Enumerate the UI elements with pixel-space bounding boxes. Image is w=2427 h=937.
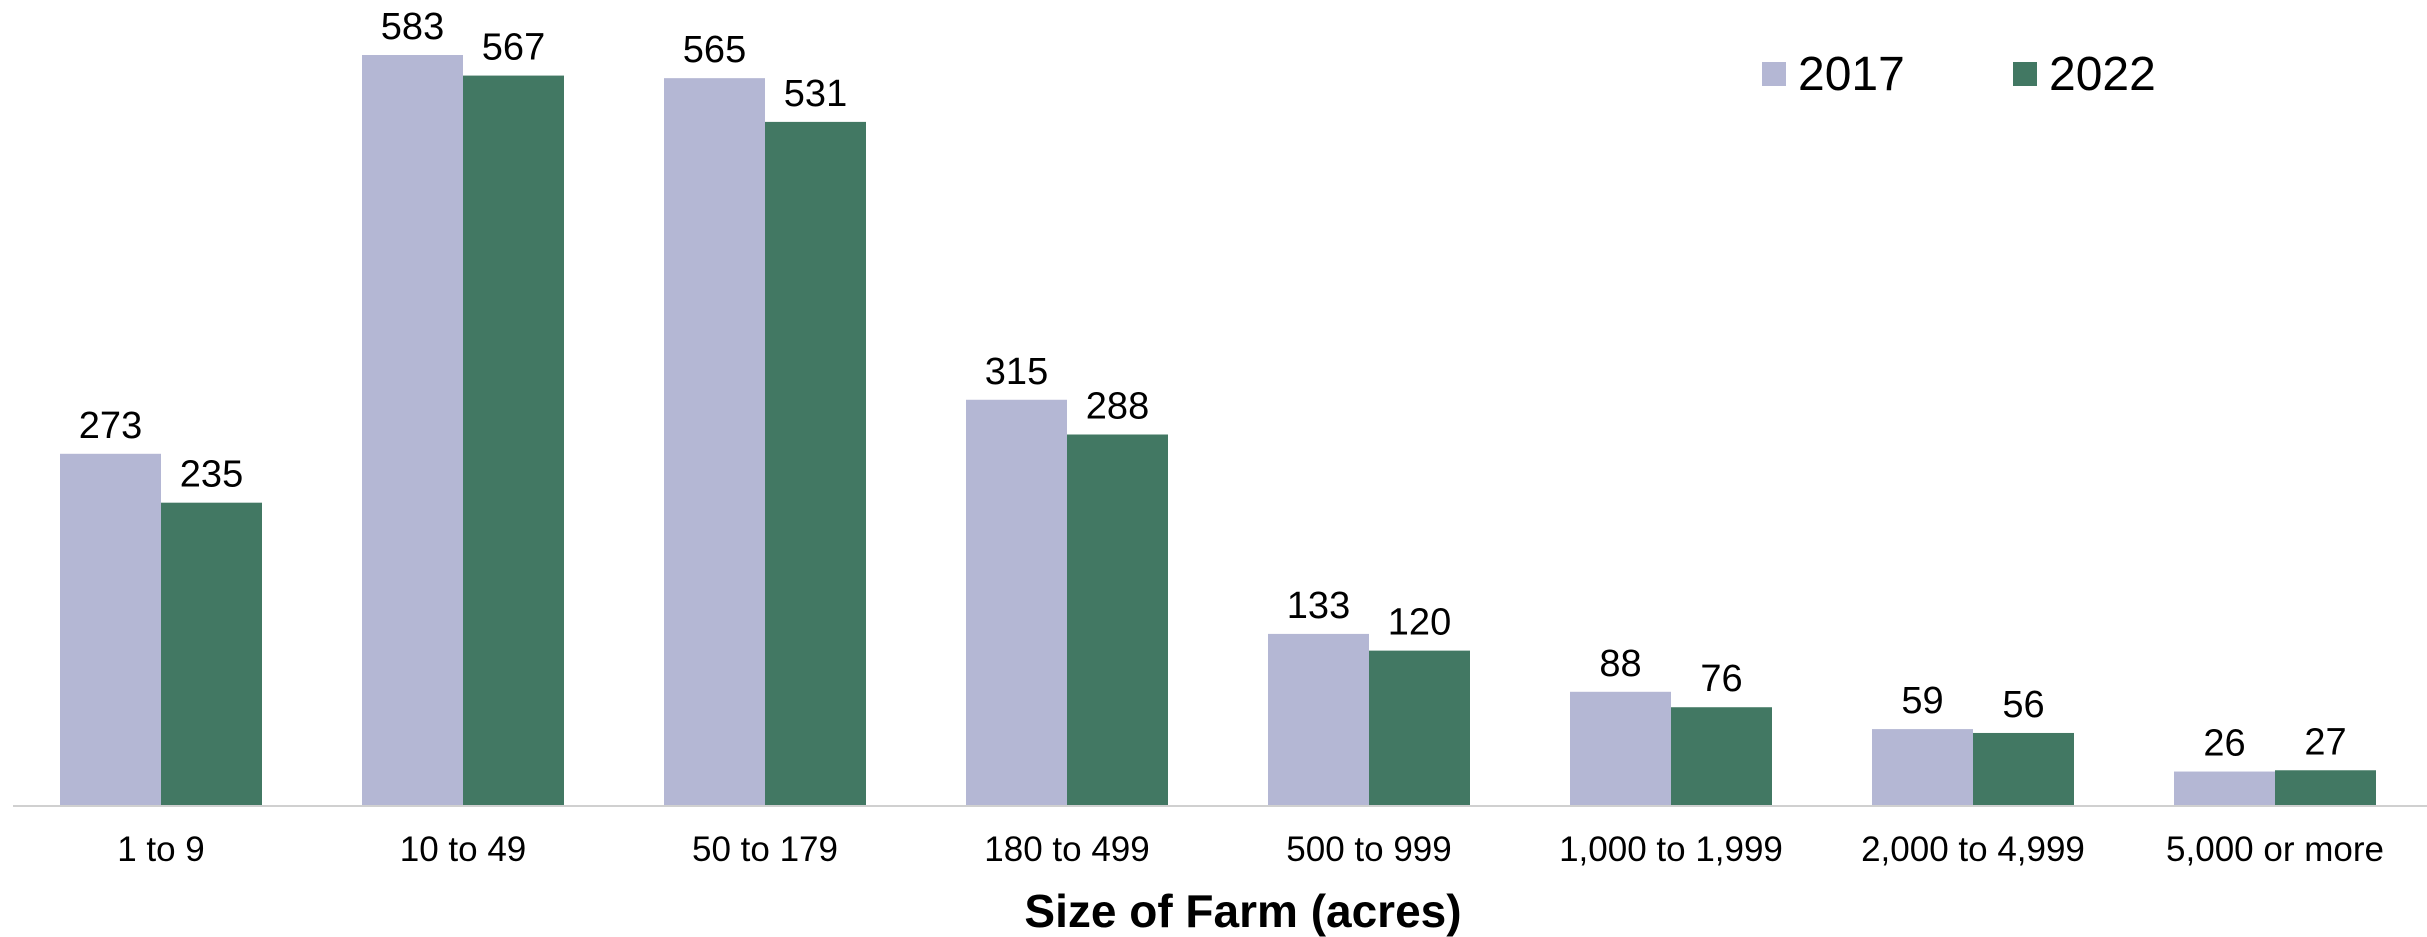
data-label-2022-1: 567 <box>482 27 545 69</box>
legend-swatch-2017 <box>1762 62 1786 86</box>
x-tick-label-4: 500 to 999 <box>1286 830 1451 869</box>
bar-2017-6 <box>1872 729 1973 805</box>
x-tick-label-2: 50 to 179 <box>692 830 838 869</box>
legend-label-2022: 2022 <box>2049 48 2156 101</box>
data-label-2017-7: 26 <box>2203 723 2245 765</box>
data-label-2022-4: 120 <box>1388 602 1451 644</box>
bar-2022-7 <box>2275 770 2376 805</box>
data-label-2017-4: 133 <box>1287 585 1350 627</box>
bar-2022-3 <box>1067 435 1168 805</box>
data-label-2017-2: 565 <box>683 29 746 71</box>
data-label-2017-1: 583 <box>381 6 444 48</box>
legend-swatch-2022 <box>2013 62 2037 86</box>
data-label-2022-7: 27 <box>2304 721 2346 763</box>
data-label-2017-0: 273 <box>79 405 142 447</box>
legend: 2017 2022 <box>1762 48 2156 101</box>
bar-2022-1 <box>463 76 564 805</box>
data-label-2022-5: 76 <box>1700 658 1742 700</box>
bar-2022-0 <box>161 503 262 805</box>
bar-2022-6 <box>1973 733 2074 805</box>
x-tick-labels: 1 to 9 10 to 49 50 to 179 180 to 499 500 to … <box>117 830 2384 869</box>
x-tick-label-0: 1 to 9 <box>117 830 205 869</box>
bar-2017-7 <box>2174 772 2275 805</box>
x-tick-label-1: 10 to 49 <box>400 830 527 869</box>
x-axis-title: Size of Farm (acres) <box>1024 885 1461 937</box>
bar-2022-2 <box>765 122 866 805</box>
data-label-2017-3: 315 <box>985 351 1048 393</box>
bar-2017-4 <box>1268 634 1369 805</box>
bar-2017-1 <box>362 55 463 805</box>
bar-2022-5 <box>1671 707 1772 805</box>
legend-label-2017: 2017 <box>1798 48 1905 101</box>
x-tick-label-6: 2,000 to 4,999 <box>1861 830 2085 869</box>
data-label-2022-0: 235 <box>180 454 243 496</box>
bar-2017-5 <box>1570 692 1671 805</box>
bar-2017-0 <box>60 454 161 805</box>
bar-2022-4 <box>1369 651 1470 805</box>
data-label-2022-3: 288 <box>1086 386 1149 428</box>
x-tick-label-5: 1,000 to 1,999 <box>1559 830 1783 869</box>
data-label-2022-6: 56 <box>2002 684 2044 726</box>
bar-2017-3 <box>966 400 1067 805</box>
x-tick-label-3: 180 to 499 <box>984 830 1149 869</box>
data-label-2022-2: 531 <box>784 73 847 115</box>
x-tick-label-7: 5,000 or more <box>2166 830 2384 869</box>
data-label-2017-5: 88 <box>1599 643 1641 685</box>
bar-2017-2 <box>664 78 765 805</box>
data-label-2017-6: 59 <box>1901 680 1943 722</box>
